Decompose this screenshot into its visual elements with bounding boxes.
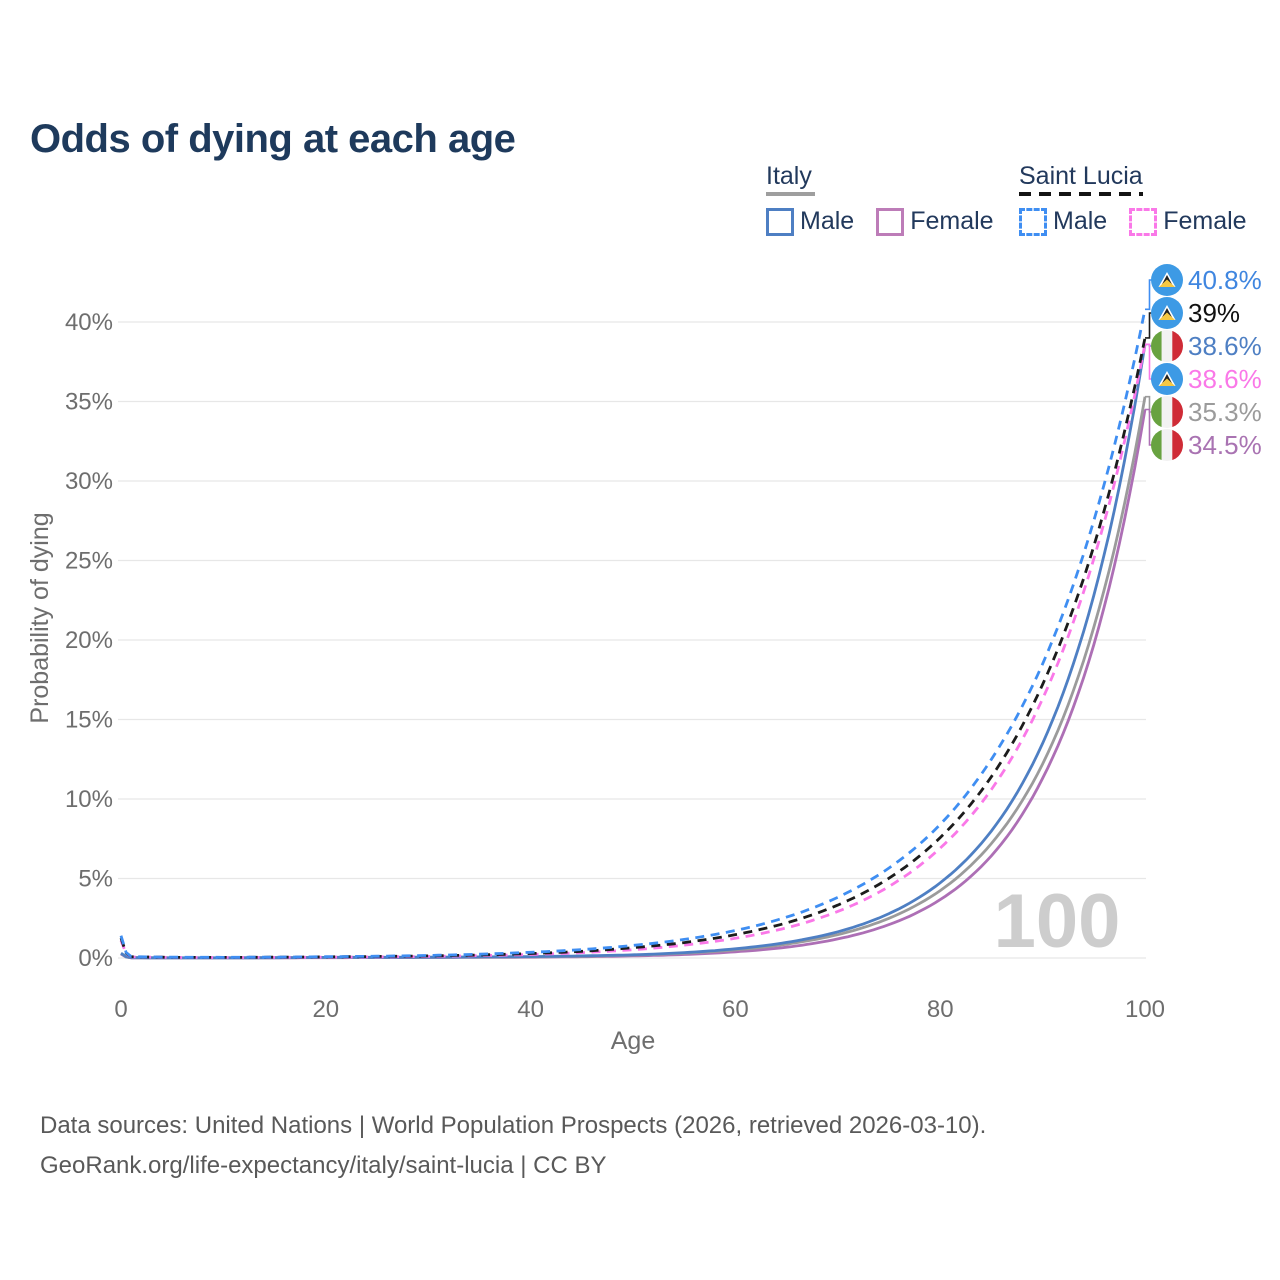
legend-item-label: Male bbox=[800, 207, 855, 235]
legend-group-saint-lucia: Saint Lucia Male Female bbox=[1019, 162, 1269, 236]
italy-female-swatch-icon bbox=[876, 207, 905, 236]
end-value-label-saint-lucia-male: 40.8% bbox=[1188, 265, 1262, 295]
italy-flag-icon bbox=[1151, 330, 1183, 362]
saint-lucia-flag-icon bbox=[1151, 264, 1183, 296]
legend-group-italy: Italy Male Female bbox=[766, 162, 1016, 236]
legend-country-saint-lucia: Saint Lucia bbox=[1019, 162, 1143, 190]
page-title: Odds of dying at each age bbox=[30, 116, 516, 161]
x-tick-label: 40 bbox=[517, 996, 544, 1023]
footer: Data sources: United Nations | World Pop… bbox=[40, 1106, 1240, 1186]
curve-italy-male bbox=[120, 344, 1147, 960]
y-tick-label: 35% bbox=[65, 389, 113, 416]
legend-item-label: Female bbox=[1163, 207, 1247, 235]
end-value-label-saint-lucia-combined: 39% bbox=[1188, 298, 1240, 328]
curve-italy-female bbox=[120, 409, 1147, 960]
x-axis-title: Age bbox=[611, 1027, 655, 1055]
italy-flag-icon bbox=[1151, 396, 1183, 428]
legend-item-label: Male bbox=[1053, 207, 1108, 235]
saint-lucia-flag-icon bbox=[1151, 297, 1183, 329]
x-tick-label: 100 bbox=[1125, 996, 1165, 1023]
end-value-label-italy-male: 38.6% bbox=[1188, 331, 1262, 361]
legend-country-italy: Italy bbox=[766, 162, 812, 190]
curve-saint-lucia-combined bbox=[119, 337, 1147, 959]
y-tick-label: 30% bbox=[65, 468, 113, 495]
curve-saint-lucia-female bbox=[119, 344, 1147, 959]
x-tick-label: 0 bbox=[114, 996, 127, 1023]
x-tick-label: 60 bbox=[722, 996, 749, 1023]
y-tick-label: 15% bbox=[65, 707, 113, 734]
y-tick-label: 0% bbox=[78, 945, 113, 972]
italy-flag-icon bbox=[1151, 429, 1183, 461]
legend-item-italy-female[interactable]: Female bbox=[876, 207, 994, 236]
x-tick-label: 80 bbox=[927, 996, 954, 1023]
end-value-label-italy-combined: 35.3% bbox=[1188, 397, 1262, 427]
x-tick-label: 20 bbox=[312, 996, 339, 1023]
curve-saint-lucia-male bbox=[119, 309, 1147, 959]
legend-item-saint-lucia-male[interactable]: Male bbox=[1019, 207, 1107, 236]
age-watermark: 100 bbox=[994, 879, 1121, 964]
legend-underline-italy bbox=[766, 192, 815, 196]
y-tick-label: 40% bbox=[65, 309, 113, 336]
italy-male-swatch-icon bbox=[766, 207, 794, 236]
data-sources-text: Data sources: United Nations | World Pop… bbox=[40, 1112, 987, 1139]
y-tick-label: 5% bbox=[78, 866, 113, 893]
legend-item-saint-lucia-female[interactable]: Female bbox=[1129, 207, 1247, 236]
saint-lucia-male-swatch-icon bbox=[1019, 207, 1047, 236]
end-value-label-saint-lucia-female: 38.6% bbox=[1188, 364, 1262, 394]
y-axis-title: Probability of dying bbox=[26, 512, 54, 723]
y-tick-label: 25% bbox=[65, 548, 113, 575]
y-tick-label: 10% bbox=[65, 786, 113, 813]
legend: Italy Male Female Saint Lucia Male Femal… bbox=[0, 162, 1280, 242]
attribution-text: GeoRank.org/life-expectancy/italy/saint-… bbox=[40, 1152, 607, 1179]
saint-lucia-female-swatch-icon bbox=[1129, 207, 1158, 236]
chart-canvas: 0% 5% 10% 15% 20% 25% 30% 35% 40% 0 20 40 60 80 100 Age… bbox=[26, 264, 1262, 1055]
saint-lucia-flag-icon bbox=[1151, 363, 1183, 395]
y-tick-label: 20% bbox=[65, 627, 113, 654]
end-value-label-italy-female: 34.5% bbox=[1188, 430, 1262, 460]
legend-item-italy-male[interactable]: Male bbox=[766, 207, 854, 236]
legend-underline-saint-lucia bbox=[1019, 192, 1143, 196]
legend-item-label: Female bbox=[910, 207, 994, 235]
